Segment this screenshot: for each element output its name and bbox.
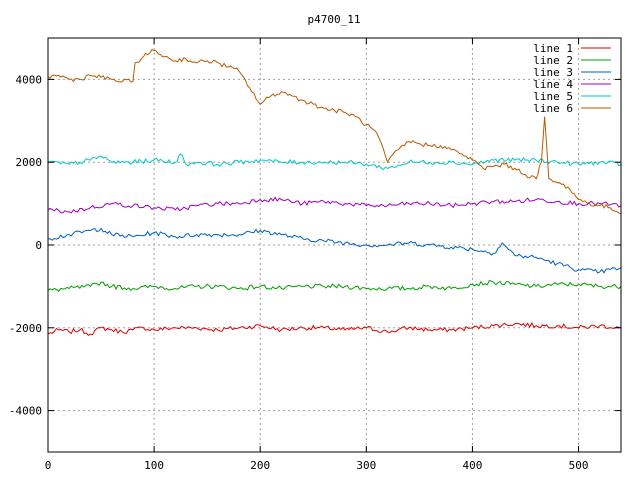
x-tick-label: 100 [144,459,164,472]
chart-title: p4700_11 [308,13,361,26]
series-line-4 [47,196,622,214]
legend-label-6: line 6 [533,102,573,115]
series-line-2 [47,279,622,292]
legend-label-2: line 2 [533,54,573,67]
axis-ticks: 0 100 200 300 400 500 -4000 -2000 0 2000 4000 [9,38,621,472]
series-line-5 [47,153,622,171]
x-tick-label: 500 [569,459,589,472]
x-tick-label: 400 [463,459,483,472]
series-line-3 [47,227,622,274]
y-tick-label: 0 [35,239,42,252]
x-tick-label: 200 [250,459,270,472]
legend-label-1: line 1 [533,42,573,55]
x-tick-label: 300 [356,459,376,472]
legend-label-3: line 3 [533,66,573,79]
series-line-6 [47,48,622,215]
y-tick-label: 2000 [16,156,43,169]
series-line-1 [47,322,622,336]
y-tick-label: -4000 [9,405,42,418]
x-tick-label: 0 [45,459,52,472]
legend-label-5: line 5 [533,90,573,103]
y-tick-label: -2000 [9,322,42,335]
legend-label-4: line 4 [533,78,573,91]
series-lines [47,48,622,336]
y-tick-label: 4000 [16,73,43,86]
